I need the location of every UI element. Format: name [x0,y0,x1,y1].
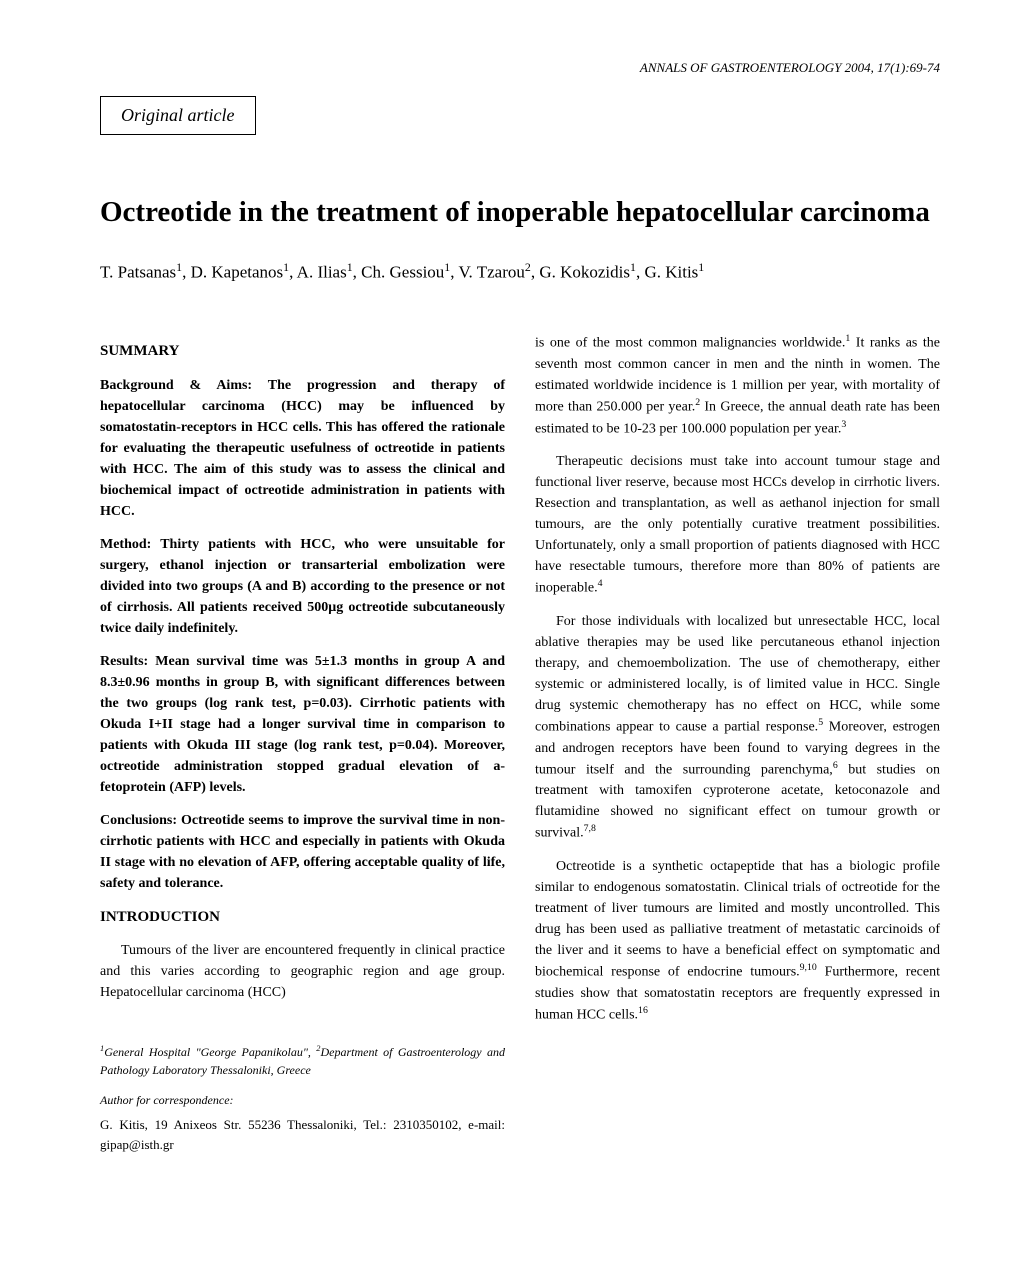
affiliation: 1General Hospital "George Papanikolau", … [100,1043,505,1079]
body-paragraph-2: Therapeutic decisions must take into acc… [535,451,940,599]
article-type-box: Original article [100,96,256,135]
intro-paragraph-1: Tumours of the liver are encountered fre… [100,940,505,1003]
journal-header: ANNALS OF GASTROENTEROLOGY 2004, 17(1):6… [100,60,940,76]
correspondence-label: Author for correspondence: [100,1091,505,1109]
correspondence-text: G. Kitis, 19 Anixeos Str. 55236 Thessalo… [100,1115,505,1154]
body-paragraph-4: Octreotide is a synthetic octapeptide th… [535,856,940,1025]
summary-results: Results: Mean survival time was 5±1.3 mo… [100,651,505,798]
introduction-heading: INTRODUCTION [100,906,505,929]
summary-background: Background & Aims: The progression and t… [100,375,505,522]
body-paragraph-1: is one of the most common malignancies w… [535,332,940,439]
right-column: is one of the most common malignancies w… [535,332,940,1154]
summary-heading: SUMMARY [100,340,505,363]
body-paragraph-3: For those individuals with localized but… [535,611,940,844]
article-title: Octreotide in the treatment of inoperabl… [100,195,940,230]
summary-method: Method: Thirty patients with HCC, who we… [100,534,505,639]
left-column: SUMMARY Background & Aims: The progressi… [100,332,505,1154]
authors-list: T. Patsanas1, D. Kapetanos1, A. Ilias1, … [100,260,940,283]
content-columns: SUMMARY Background & Aims: The progressi… [100,332,940,1154]
summary-conclusions: Conclusions: Octreotide seems to improve… [100,810,505,894]
